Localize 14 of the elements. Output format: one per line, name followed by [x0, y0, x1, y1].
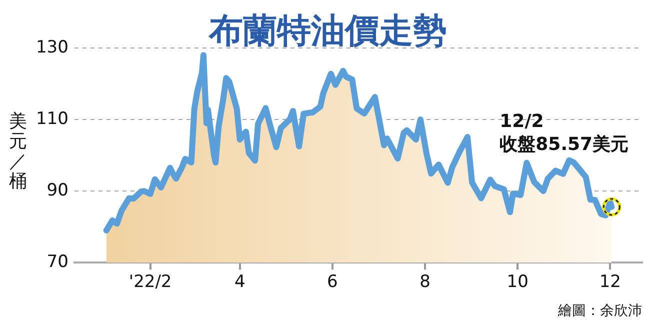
y-tick-label: 130	[36, 37, 68, 58]
chart-title: 布蘭特油價走勢	[209, 11, 447, 51]
x-tick-label: 12	[599, 272, 621, 292]
x-tick-label: '22/2	[128, 272, 172, 292]
y-tick-label: 110	[36, 108, 68, 129]
x-tick-label: 6	[327, 272, 338, 292]
y-axis-title: 美元／桶	[8, 111, 28, 192]
x-tick-label: 4	[234, 272, 246, 292]
annotation: 12/2 收盤85.57美元	[500, 110, 629, 155]
x-tick-label: 8	[420, 272, 430, 292]
y-tick-label: 70	[46, 252, 68, 272]
text: 繪圖：余欣沛	[558, 302, 642, 320]
y-tick-label: 90	[46, 180, 68, 200]
x-tick-label: 10	[506, 272, 528, 292]
